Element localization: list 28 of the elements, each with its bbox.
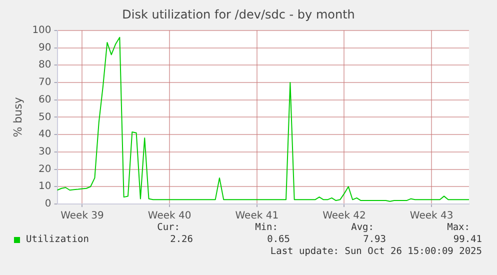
x-tick-label: Week 40	[148, 210, 192, 222]
x-tick-label: Week 43	[410, 210, 454, 222]
text: Min:	[255, 222, 278, 233]
text: 99.41	[453, 234, 482, 245]
text: Max:	[447, 222, 470, 233]
x-tick-label: Week 41	[235, 210, 279, 222]
text: Avg:	[351, 222, 374, 233]
y-tick-label: 70	[38, 77, 52, 88]
text: Cur:	[157, 222, 180, 233]
y-tick-label: 60	[38, 94, 52, 106]
x-tick-label: Week 39	[60, 210, 104, 222]
y-tick-label: 10	[38, 181, 52, 192]
y-tick-label: 80	[38, 60, 52, 71]
text: Last update: Sun Oct 26 15:00:09 2025	[270, 246, 482, 257]
legend-label: Utilization	[26, 234, 89, 245]
y-tick-label: 20	[38, 164, 52, 175]
chart-title: Disk utilization for /dev/sdc - by month	[122, 7, 355, 22]
text: 2.26	[170, 234, 193, 245]
y-tick-label: 100	[32, 24, 52, 36]
y-tick-label: 40	[38, 129, 52, 140]
text: 7.93	[363, 234, 386, 245]
y-tick-label: 50	[38, 112, 52, 123]
text: 0.65	[267, 234, 290, 245]
y-tick-label: 0	[44, 198, 52, 210]
y-tick-label: 30	[38, 146, 52, 158]
y-axis-title: % busy	[11, 96, 24, 138]
x-tick-label: Week 42	[322, 210, 366, 222]
y-tick-label: 90	[38, 42, 52, 54]
